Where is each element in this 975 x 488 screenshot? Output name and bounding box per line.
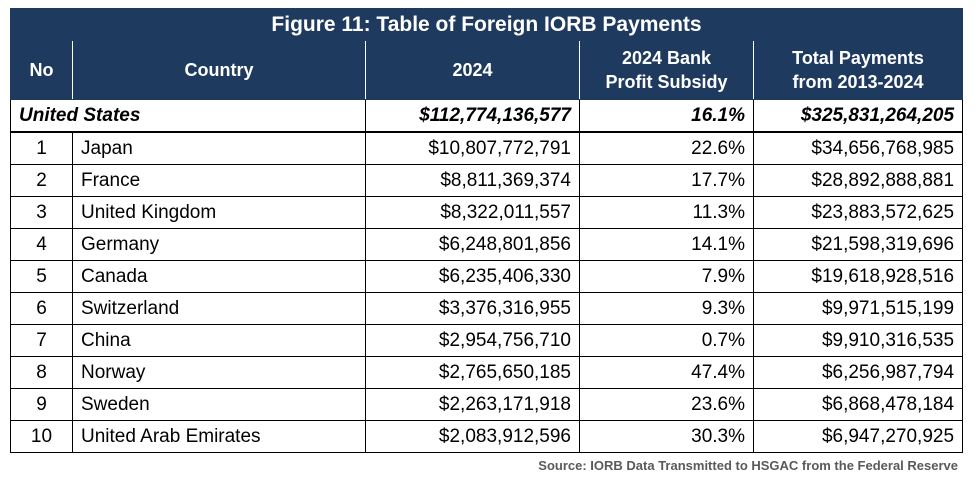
- row-total: $23,883,572,625: [752, 196, 964, 229]
- source-note: Source: IORB Data Transmitted to HSGAC f…: [538, 458, 958, 473]
- us-subsidy: 16.1%: [579, 99, 754, 133]
- row-subsidy: 23.6%: [579, 388, 754, 421]
- row-total: $6,947,270,925: [752, 420, 964, 453]
- row-no: 3: [10, 196, 73, 229]
- row-country: Germany: [72, 228, 366, 261]
- row-no: 4: [10, 228, 73, 261]
- row-subsidy: 30.3%: [579, 420, 754, 453]
- row-country: Sweden: [72, 388, 366, 421]
- row-country: United Arab Emirates: [72, 420, 366, 453]
- table-row: 10 United Arab Emirates $2,083,912,596 3…: [10, 420, 964, 453]
- row-total: $19,618,928,516: [752, 260, 964, 293]
- row-subsidy: 11.3%: [579, 196, 754, 229]
- row-total: $9,971,515,199: [752, 292, 964, 325]
- row-total: $6,868,478,184: [752, 388, 964, 421]
- header-subsidy-line1: 2024 Bank: [621, 48, 712, 68]
- row-subsidy: 22.6%: [579, 131, 754, 165]
- row-payment-2024: $3,376,316,955: [365, 292, 580, 325]
- table-row: 8 Norway $2,765,650,185 47.4% $6,256,987…: [10, 356, 964, 389]
- header-subsidy: 2024 Bank Profit Subsidy: [579, 40, 754, 100]
- iorb-payments-table: Figure 11: Table of Foreign IORB Payment…: [9, 8, 964, 453]
- us-row: United States $112,774,136,577 16.1% $32…: [10, 99, 964, 133]
- row-country: Switzerland: [72, 292, 366, 325]
- row-no: 7: [10, 324, 73, 357]
- us-country: United States: [10, 99, 366, 133]
- row-subsidy: 7.9%: [579, 260, 754, 293]
- row-payment-2024: $6,235,406,330: [365, 260, 580, 293]
- table-row: 7 China $2,954,756,710 0.7% $9,910,316,5…: [10, 324, 964, 357]
- table-title: Figure 11: Table of Foreign IORB Payment…: [9, 8, 964, 41]
- row-subsidy: 47.4%: [579, 356, 754, 389]
- row-payment-2024: $8,322,011,557: [365, 196, 580, 229]
- row-country: United Kingdom: [72, 196, 366, 229]
- row-total: $21,598,319,696: [752, 228, 964, 261]
- row-no: 5: [10, 260, 73, 293]
- row-total: $9,910,316,535: [752, 324, 964, 357]
- row-subsidy: 17.7%: [579, 164, 754, 197]
- row-country: China: [72, 324, 366, 357]
- row-no: 9: [10, 388, 73, 421]
- header-subsidy-line2: Profit Subsidy: [605, 72, 728, 92]
- row-country: Norway: [72, 356, 366, 389]
- table-body: United States $112,774,136,577 16.1% $32…: [10, 99, 964, 453]
- header-2024: 2024: [365, 40, 580, 100]
- header-total-line1: Total Payments: [792, 48, 924, 68]
- row-payment-2024: $6,248,801,856: [365, 228, 580, 261]
- row-country: France: [72, 164, 366, 197]
- row-country: Canada: [72, 260, 366, 293]
- table-row: 4 Germany $6,248,801,856 14.1% $21,598,3…: [10, 228, 964, 261]
- header-total: Total Payments from 2013-2024: [752, 40, 964, 100]
- row-payment-2024: $8,811,369,374: [365, 164, 580, 197]
- us-total: $325,831,264,205: [752, 99, 964, 133]
- figure-container: Figure 11: Table of Foreign IORB Payment…: [9, 8, 964, 473]
- row-payment-2024: $10,807,772,791: [365, 131, 580, 165]
- row-no: 1: [10, 131, 73, 165]
- header-no: No: [10, 40, 73, 100]
- row-no: 10: [10, 420, 73, 453]
- row-subsidy: 0.7%: [579, 324, 754, 357]
- header-country: Country: [72, 40, 366, 100]
- table-row: 2 France $8,811,369,374 17.7% $28,892,88…: [10, 164, 964, 197]
- header-row: No Country 2024 2024 Bank Profit Subsidy…: [10, 40, 964, 100]
- row-payment-2024: $2,954,756,710: [365, 324, 580, 357]
- table-row: 1 Japan $10,807,772,791 22.6% $34,656,76…: [10, 131, 964, 165]
- row-payment-2024: $2,263,171,918: [365, 388, 580, 421]
- row-total: $28,892,888,881: [752, 164, 964, 197]
- row-no: 2: [10, 164, 73, 197]
- row-total: $6,256,987,794: [752, 356, 964, 389]
- row-payment-2024: $2,083,912,596: [365, 420, 580, 453]
- us-payment-2024: $112,774,136,577: [365, 99, 580, 133]
- row-no: 8: [10, 356, 73, 389]
- table-row: 3 United Kingdom $8,322,011,557 11.3% $2…: [10, 196, 964, 229]
- table-row: 6 Switzerland $3,376,316,955 9.3% $9,971…: [10, 292, 964, 325]
- row-total: $34,656,768,985: [752, 131, 964, 165]
- row-subsidy: 14.1%: [579, 228, 754, 261]
- header-total-line2: from 2013-2024: [792, 72, 924, 92]
- row-country: Japan: [72, 131, 366, 165]
- table-row: 9 Sweden $2,263,171,918 23.6% $6,868,478…: [10, 388, 964, 421]
- row-subsidy: 9.3%: [579, 292, 754, 325]
- row-payment-2024: $2,765,650,185: [365, 356, 580, 389]
- row-no: 6: [10, 292, 73, 325]
- table-row: 5 Canada $6,235,406,330 7.9% $19,618,928…: [10, 260, 964, 293]
